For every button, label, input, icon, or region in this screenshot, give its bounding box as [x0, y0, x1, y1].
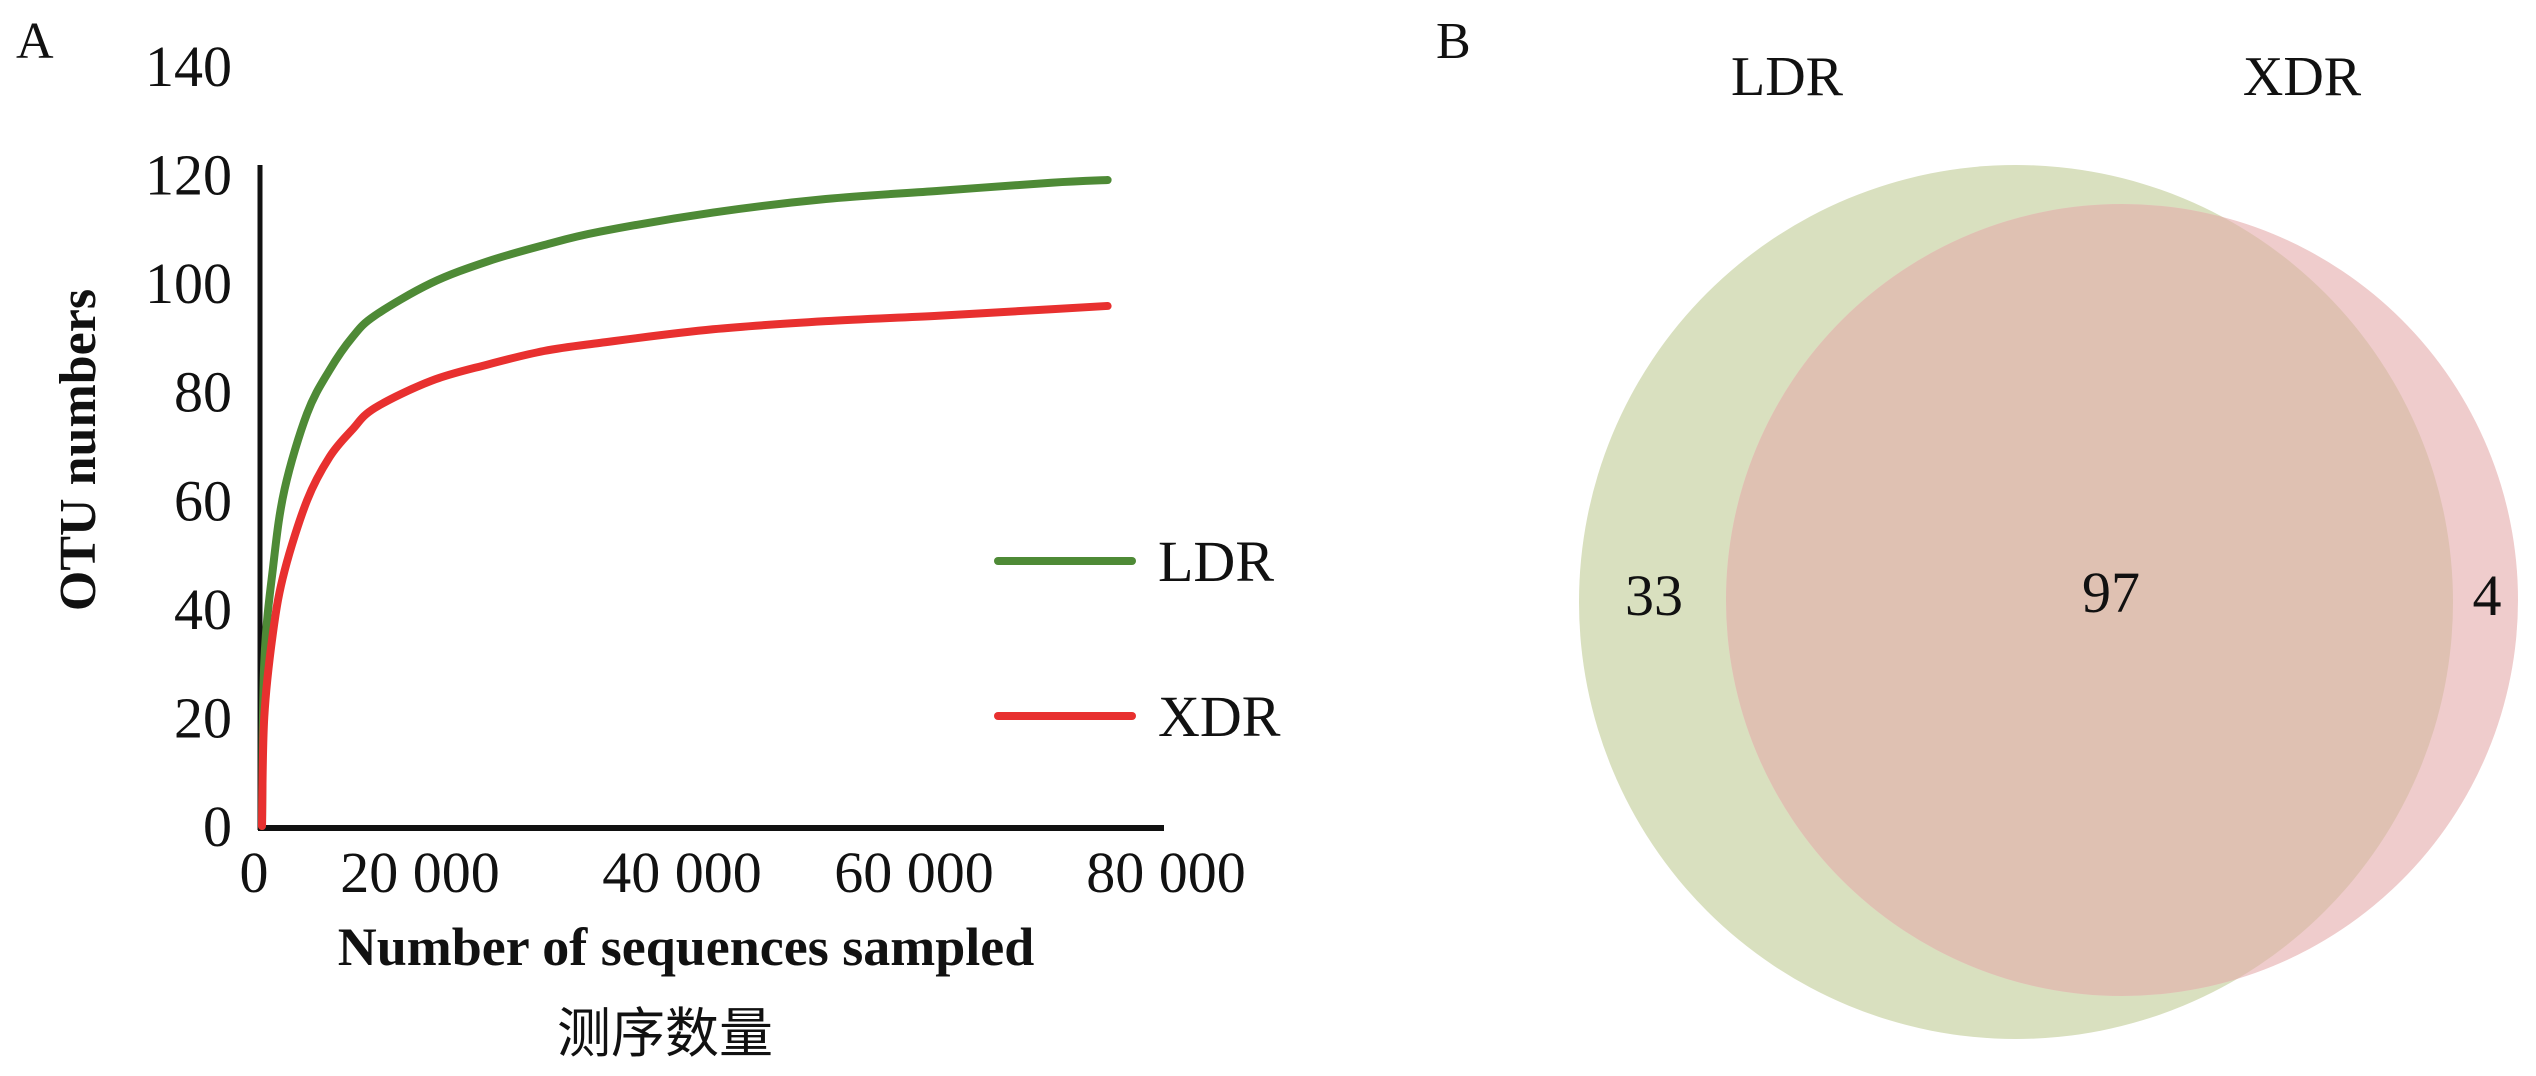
y-tick-label: 60: [174, 468, 232, 533]
venn-overlap-region: [1726, 204, 2453, 996]
x-axis-label: Number of sequences sampled: [338, 917, 1035, 977]
panel-label-a: A: [16, 13, 54, 70]
y-tick-label: 40: [174, 577, 232, 642]
venn-set-label-xdr: XDR: [2243, 46, 2362, 108]
y-tick-label: 20: [174, 685, 232, 750]
series-line-xdr: [258, 301, 1112, 830]
y-tick-label: 0: [203, 794, 232, 859]
series-line-ldr: [258, 176, 1112, 830]
x-tick-label: 40 000: [602, 840, 762, 905]
venn-region-shared: 97: [2082, 560, 2140, 625]
x-tick-label: 60 000: [834, 840, 994, 905]
x-tick-label: 80 000: [1086, 840, 1246, 905]
legend: LDR XDR: [994, 529, 1281, 749]
y-tick-labels: 0 20 40 60 80 100 120 140: [145, 34, 232, 859]
x-tick-labels: 0 20 000 40 000 60 000 80 000: [240, 840, 1246, 905]
y-axis-label: OTU numbers: [50, 289, 107, 611]
venn-diagram: LDR XDR 33 97 4: [1579, 46, 2518, 1039]
venn-region-xdr-only: 4: [2473, 563, 2502, 628]
x-axis-sublabel: 测序数量: [557, 1004, 773, 1064]
y-tick-label: 100: [145, 251, 232, 316]
legend-label-xdr: XDR: [1158, 684, 1281, 749]
series-lines: [258, 176, 1112, 830]
legend-label-ldr: LDR: [1158, 529, 1274, 594]
panel-label-b: B: [1436, 13, 1471, 70]
y-tick-label: 80: [174, 360, 232, 425]
x-tick-label: 20 000: [340, 840, 500, 905]
x-tick-label: 0: [240, 840, 269, 905]
venn-region-ldr-only: 33: [1625, 563, 1683, 628]
rarefaction-chart: 0 20 40 60 80 100 120 140 0 20 000 40 000 60 000 80…: [50, 34, 1281, 1064]
venn-set-label-ldr: LDR: [1731, 46, 1844, 108]
y-tick-label: 140: [145, 34, 232, 99]
y-tick-label: 120: [145, 143, 232, 208]
